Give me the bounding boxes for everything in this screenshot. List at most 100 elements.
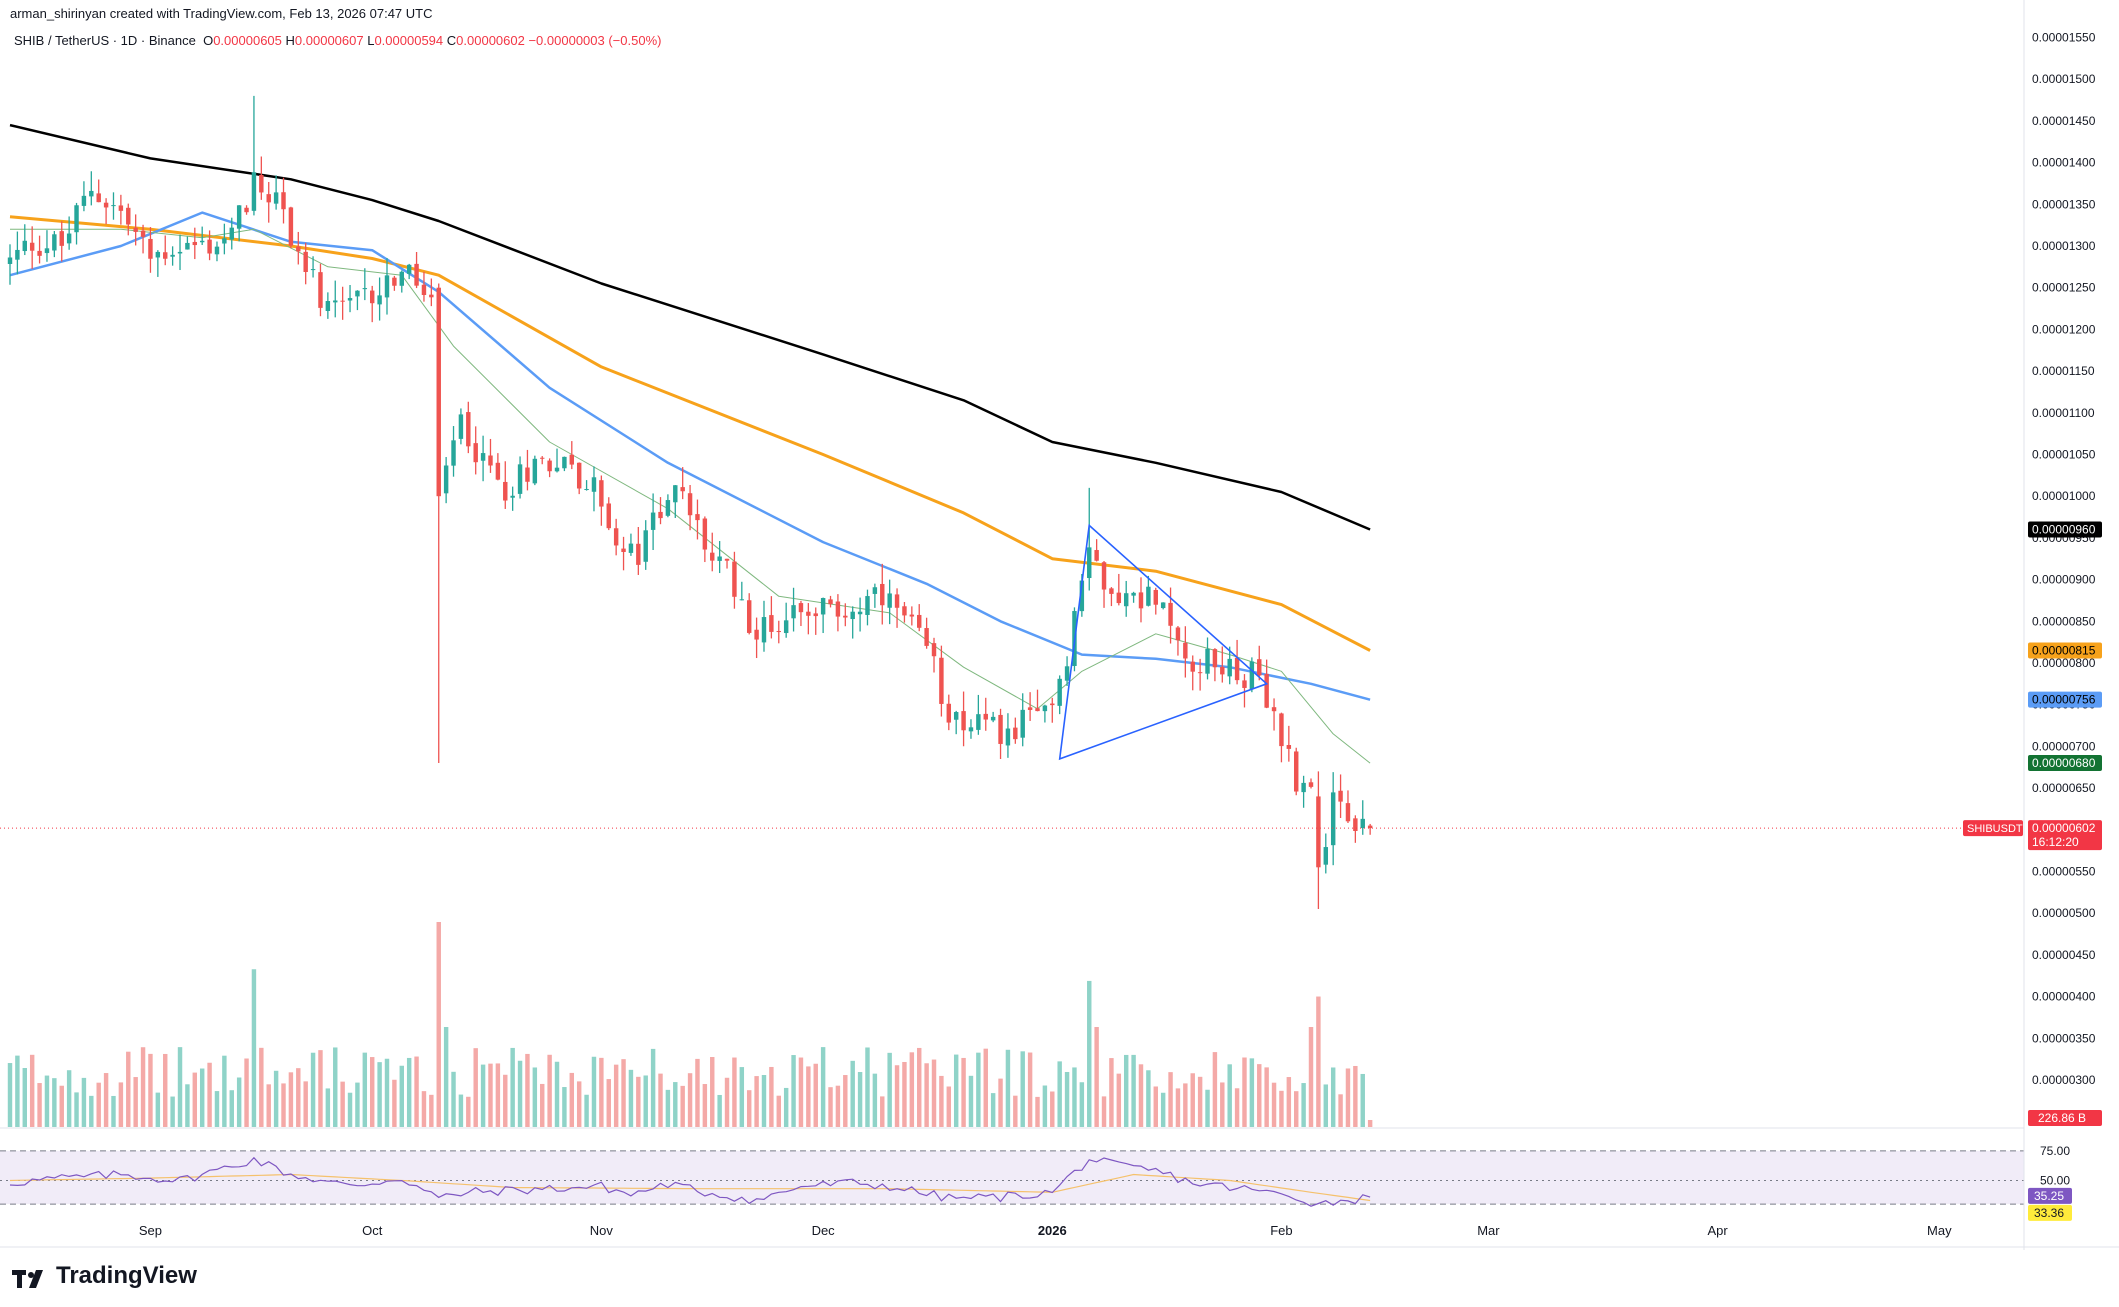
candle-body <box>880 583 885 606</box>
candle-body <box>362 288 368 290</box>
volume-bar <box>155 1092 161 1127</box>
candle-body <box>828 599 833 605</box>
volume-bar <box>710 1057 715 1127</box>
volume-bar <box>880 1096 885 1127</box>
candle-body <box>480 453 486 461</box>
candle-body <box>613 528 619 546</box>
y-tick-label: 0.00001200 <box>2032 322 2096 336</box>
volume-bar <box>887 1052 892 1127</box>
candle-body <box>1323 847 1329 865</box>
volume-bar <box>1168 1072 1173 1127</box>
volume-bar <box>1205 1089 1210 1127</box>
candle-body <box>894 594 900 608</box>
candle-body <box>850 611 855 620</box>
candle-body <box>843 615 848 618</box>
volume-bar <box>554 1061 560 1127</box>
volume-bar <box>74 1092 79 1127</box>
volume-bar <box>673 1082 678 1127</box>
candle-body <box>917 614 922 628</box>
price-axis-label-text: 0.00000680 <box>2032 756 2096 770</box>
volume-bar <box>52 1078 57 1127</box>
candle-body <box>288 207 294 246</box>
low-label: L <box>367 33 375 48</box>
candle-body <box>15 249 20 260</box>
candle-body <box>798 603 804 613</box>
y-tick-label: 0.00001150 <box>2032 364 2095 378</box>
volume-bar <box>436 922 441 1127</box>
volume-bar <box>1057 1061 1062 1127</box>
close-label: C <box>446 33 457 48</box>
candle-body <box>1079 580 1085 612</box>
volume-bar <box>1190 1073 1195 1127</box>
tradingview-logo[interactable]: TradingView <box>12 1262 197 1290</box>
volume-bar <box>236 1077 242 1127</box>
volume-bar <box>1153 1086 1158 1127</box>
candle-body <box>739 599 745 601</box>
volume-bar <box>1242 1057 1247 1127</box>
close-value: 0.00000602 <box>456 33 525 48</box>
volume-bar <box>599 1057 604 1127</box>
candle-body <box>628 543 634 553</box>
candle-body <box>429 294 434 298</box>
candle-body <box>791 605 796 619</box>
candle-body <box>695 514 700 521</box>
y-tick-label: 0.00000450 <box>2032 948 2096 962</box>
candle-body <box>1197 672 1203 674</box>
volume-bar <box>1123 1054 1129 1127</box>
volume-bar <box>429 1094 434 1127</box>
candle-body <box>946 703 952 723</box>
candle-body <box>761 617 767 643</box>
candle-body <box>1190 661 1195 672</box>
volume-bar <box>732 1057 737 1127</box>
volume-bar <box>480 1064 486 1127</box>
volume-bar <box>170 1096 175 1127</box>
y-tick-label: 0.00000900 <box>2032 573 2096 587</box>
candle-body <box>37 250 42 256</box>
candle-body <box>1146 586 1151 606</box>
volume-bar <box>924 1063 929 1127</box>
x-tick-label: May <box>1927 1223 1952 1238</box>
candle-body <box>1057 678 1062 706</box>
x-tick-label: Apr <box>1707 1223 1728 1238</box>
candle-body <box>1094 550 1099 561</box>
volume-bar <box>1338 1094 1343 1127</box>
volume-bar <box>44 1075 50 1127</box>
volume-bar <box>443 1027 449 1127</box>
candle-body <box>177 251 183 254</box>
candle-body <box>835 601 841 617</box>
candle-body <box>414 263 419 286</box>
volume-bar <box>998 1078 1003 1127</box>
volume-bar <box>451 1071 456 1127</box>
sma-100-line <box>9 215 1371 652</box>
candle-body <box>1212 649 1218 668</box>
candle-body <box>259 174 264 193</box>
candle-body <box>303 251 308 272</box>
symbol-legend: SHIB / TetherUS · 1D · Binance O0.000006… <box>14 33 661 48</box>
volume-bar <box>510 1047 515 1127</box>
volume-bar <box>1212 1052 1218 1127</box>
volume-bar <box>776 1095 781 1127</box>
candle-body <box>1205 648 1210 674</box>
volume-bar <box>517 1060 523 1127</box>
candle-body <box>229 227 234 240</box>
volume-bar <box>547 1054 552 1127</box>
y-tick-label: 0.00000300 <box>2032 1073 2096 1087</box>
candle-body <box>310 269 316 271</box>
volume-bar <box>288 1072 294 1127</box>
volume-bar <box>820 1047 826 1127</box>
candle-body <box>1035 708 1040 712</box>
candle-body <box>717 556 722 561</box>
price-axis-label-text: 0.00000602 <box>2032 821 2096 835</box>
volume-bar <box>1042 1085 1048 1127</box>
candle-body <box>532 458 538 484</box>
candle-body <box>606 503 611 529</box>
symmetrical-triangle-drawing[interactable] <box>1058 523 1269 761</box>
volume-bar <box>29 1054 35 1127</box>
volume-bar <box>140 1047 146 1127</box>
candle-body <box>510 495 515 498</box>
candle-body <box>1064 666 1070 681</box>
candle-body <box>451 440 456 466</box>
candle-body <box>806 611 811 616</box>
symbol-name[interactable]: SHIB / TetherUS · 1D · Binance <box>14 33 196 48</box>
